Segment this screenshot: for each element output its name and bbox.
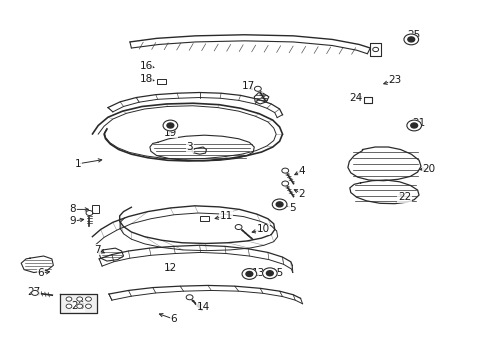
Circle shape [85,304,91,309]
Bar [157,79,165,84]
Text: 5: 5 [288,203,295,213]
Circle shape [32,291,38,296]
Circle shape [186,295,193,300]
Text: 6: 6 [37,268,44,278]
Text: 10: 10 [256,225,269,234]
Text: 1: 1 [74,159,81,169]
Bar [199,216,209,221]
Circle shape [242,269,256,279]
Text: 11: 11 [219,211,232,221]
Text: 7: 7 [94,245,101,255]
Bar [92,205,99,213]
Text: 9: 9 [69,216,76,226]
Circle shape [85,297,91,301]
Text: 17: 17 [241,81,255,91]
Text: 18: 18 [139,74,152,84]
Text: 24: 24 [348,93,362,103]
Circle shape [266,271,273,276]
Circle shape [262,268,277,279]
Text: 21: 21 [411,118,425,128]
Text: 4: 4 [298,166,305,176]
Text: 22: 22 [397,192,410,202]
Circle shape [245,271,252,276]
Text: 2: 2 [298,189,305,199]
Circle shape [66,297,72,301]
Bar [92,205,99,213]
Text: 14: 14 [196,302,209,312]
Text: 23: 23 [387,75,401,85]
Circle shape [66,304,72,309]
Text: 25: 25 [407,30,420,40]
Circle shape [410,123,417,128]
Circle shape [77,304,82,309]
Polygon shape [60,294,97,313]
Text: 15: 15 [270,267,284,278]
Circle shape [281,168,288,173]
Circle shape [281,181,288,186]
Circle shape [254,86,261,91]
Bar [157,79,165,84]
Text: 26: 26 [71,301,84,311]
Text: 13: 13 [251,267,264,278]
Bar [199,216,209,221]
Text: 16: 16 [139,61,152,71]
Text: 27: 27 [27,287,41,297]
Circle shape [403,34,418,45]
Circle shape [276,202,283,207]
Circle shape [77,297,82,301]
Text: 8: 8 [69,204,76,215]
Text: 6: 6 [170,314,177,324]
Text: 19: 19 [163,128,177,138]
Text: 3: 3 [186,142,193,152]
Text: 20: 20 [422,163,434,174]
Text: 12: 12 [163,263,177,273]
Circle shape [163,120,177,131]
Circle shape [86,211,93,216]
Circle shape [166,123,173,128]
Circle shape [407,37,414,42]
Circle shape [272,199,286,210]
Circle shape [372,47,378,51]
Circle shape [406,120,421,131]
Circle shape [235,225,242,230]
